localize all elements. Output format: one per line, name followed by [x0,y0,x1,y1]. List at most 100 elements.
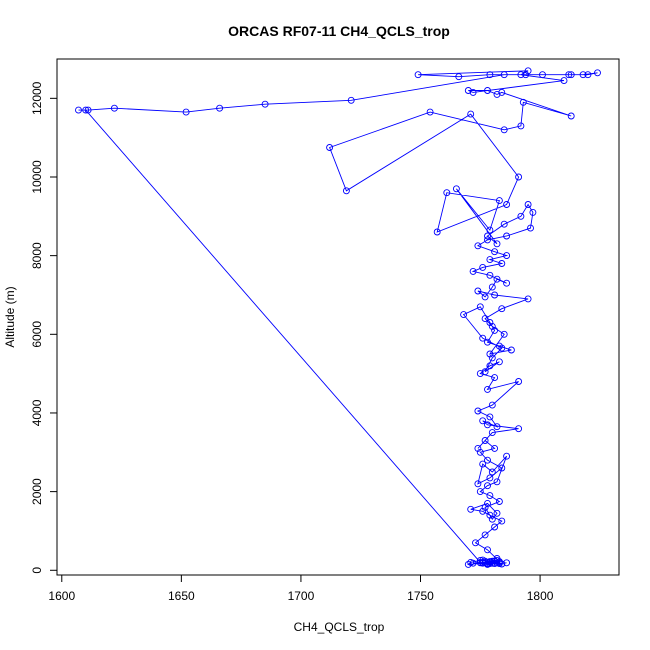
data-point [484,499,491,507]
data-point [469,267,477,275]
data-point [491,291,499,299]
data-point [495,560,503,568]
data-point [515,378,523,385]
data-point [488,429,496,437]
data-point [464,560,472,568]
data-point [476,370,484,378]
data-point [498,517,506,525]
data-point [500,330,508,338]
data-point [479,558,487,566]
series-line [78,70,598,565]
plot-area [75,67,601,568]
data-point [486,492,494,500]
data-point [486,362,494,370]
plot-frame [56,58,620,576]
y-tick-label: 2000 [30,478,44,505]
y-tick-label: 0 [30,567,44,574]
data-point [484,338,491,346]
data-point [527,224,534,232]
data-point [500,126,508,134]
data-point [484,482,491,490]
data-point [486,271,494,279]
data-point [493,423,501,431]
data-point [486,226,494,234]
data-point [524,295,532,303]
data-point [491,248,499,256]
data-point [464,87,472,94]
data-point [539,71,546,79]
data-point [560,77,568,85]
x-axis-label: CH4_QCLS_trop [294,620,385,634]
data-point [491,523,499,531]
x-axis: 1600 1650 1700 1750 1800 [48,575,554,603]
data-point [491,326,499,334]
data-point [488,354,496,362]
data-point [479,460,487,468]
data-point [524,67,532,75]
data-point [460,311,468,319]
data-point [498,464,506,472]
data-point [479,334,487,342]
data-point [479,263,487,271]
data-point [517,71,525,79]
data-point [488,283,496,291]
data-point [110,104,118,112]
data-point [484,421,491,429]
x-tick-label: 1650 [168,589,195,603]
y-tick-label: 8000 [30,242,44,269]
data-point [498,260,506,267]
data-point [326,144,334,151]
data-point [452,185,460,193]
data-point [474,480,482,488]
chart-title: ORCAS RF07-11 CH4_QCLS_trop [228,23,450,39]
data-point [486,319,494,326]
data-point [517,212,525,220]
data-point [495,358,503,366]
data-point [594,69,601,77]
data-point [476,303,484,311]
data-point [486,560,494,568]
data-point [474,444,482,452]
data-point [503,279,511,287]
data-point [216,104,224,112]
data-point [474,287,482,295]
data-point [503,252,511,260]
data-point [488,322,496,330]
data-point [498,344,506,352]
data-point [524,201,532,208]
data-point [495,498,503,505]
y-tick-label: 4000 [30,399,44,426]
data-point [426,108,434,116]
data-point [584,71,592,79]
data-point [472,539,479,547]
data-point [455,73,463,81]
y-axis: 0 2000 4000 6000 8000 10000 12000 [30,81,57,574]
data-point [484,236,491,244]
data-point [486,256,494,264]
data-point [467,110,475,118]
data-point [261,100,269,108]
data-point [486,511,494,519]
x-tick-label: 1700 [288,589,315,603]
x-tick-label: 1750 [407,589,434,603]
data-point [500,71,508,79]
data-point [484,385,491,393]
data-point [469,88,477,96]
data-point [491,444,499,452]
data-point [498,88,506,96]
data-point [481,531,489,539]
data-point [486,350,494,358]
data-point [495,558,503,566]
data-point [347,96,355,104]
data-point [479,417,487,425]
data-point [484,87,491,94]
data-point [84,106,92,114]
data-point [503,559,511,567]
data-point [443,189,451,197]
data-point [567,71,575,79]
data-point [493,478,501,486]
data-point [503,232,511,240]
data-point [503,452,511,460]
data-point [476,448,484,456]
